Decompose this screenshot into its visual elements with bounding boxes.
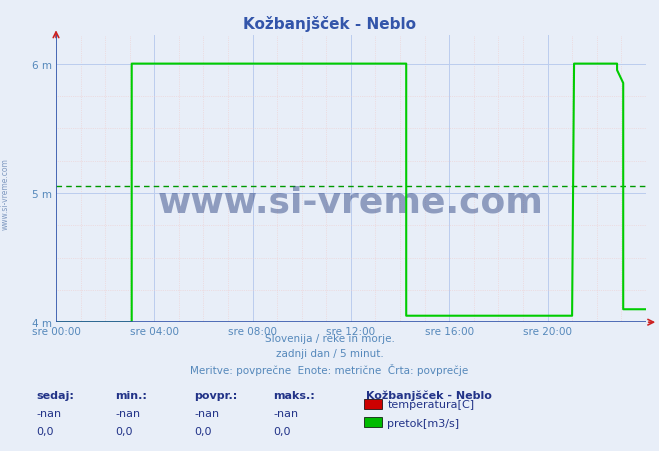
Text: Slovenija / reke in morje.: Slovenija / reke in morje. [264, 333, 395, 343]
Text: sedaj:: sedaj: [36, 390, 74, 400]
Text: zadnji dan / 5 minut.: zadnji dan / 5 minut. [275, 348, 384, 358]
Text: -nan: -nan [194, 408, 219, 418]
Text: maks.:: maks.: [273, 390, 315, 400]
Text: Kožbanjšček - Neblo: Kožbanjšček - Neblo [366, 390, 492, 400]
Text: www.si-vreme.com: www.si-vreme.com [158, 185, 544, 219]
Text: www.si-vreme.com: www.si-vreme.com [1, 158, 10, 230]
Text: -nan: -nan [36, 408, 61, 418]
Text: 0,0: 0,0 [273, 426, 291, 436]
Text: 0,0: 0,0 [194, 426, 212, 436]
Text: min.:: min.: [115, 390, 147, 400]
Text: -nan: -nan [115, 408, 140, 418]
Text: povpr.:: povpr.: [194, 390, 238, 400]
Text: pretok[m3/s]: pretok[m3/s] [387, 418, 459, 428]
Text: Kožbanjšček - Neblo: Kožbanjšček - Neblo [243, 16, 416, 32]
Text: temperatura[C]: temperatura[C] [387, 400, 474, 410]
Text: 0,0: 0,0 [115, 426, 133, 436]
Text: -nan: -nan [273, 408, 299, 418]
Text: 0,0: 0,0 [36, 426, 54, 436]
Text: Meritve: povprečne  Enote: metrične  Črta: povprečje: Meritve: povprečne Enote: metrične Črta:… [190, 364, 469, 376]
